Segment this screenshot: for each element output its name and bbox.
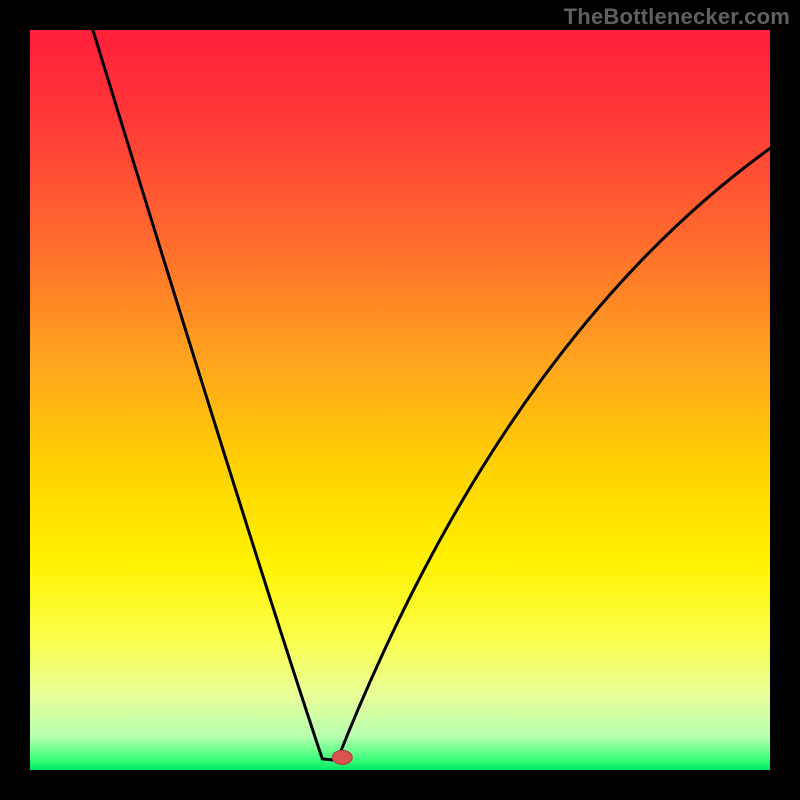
chart-canvas — [0, 0, 800, 800]
plot-background — [30, 30, 770, 770]
optimal-point-marker — [332, 750, 352, 764]
watermark-text: TheBottlenecker.com — [564, 4, 790, 30]
chart-frame: TheBottlenecker.com — [0, 0, 800, 800]
